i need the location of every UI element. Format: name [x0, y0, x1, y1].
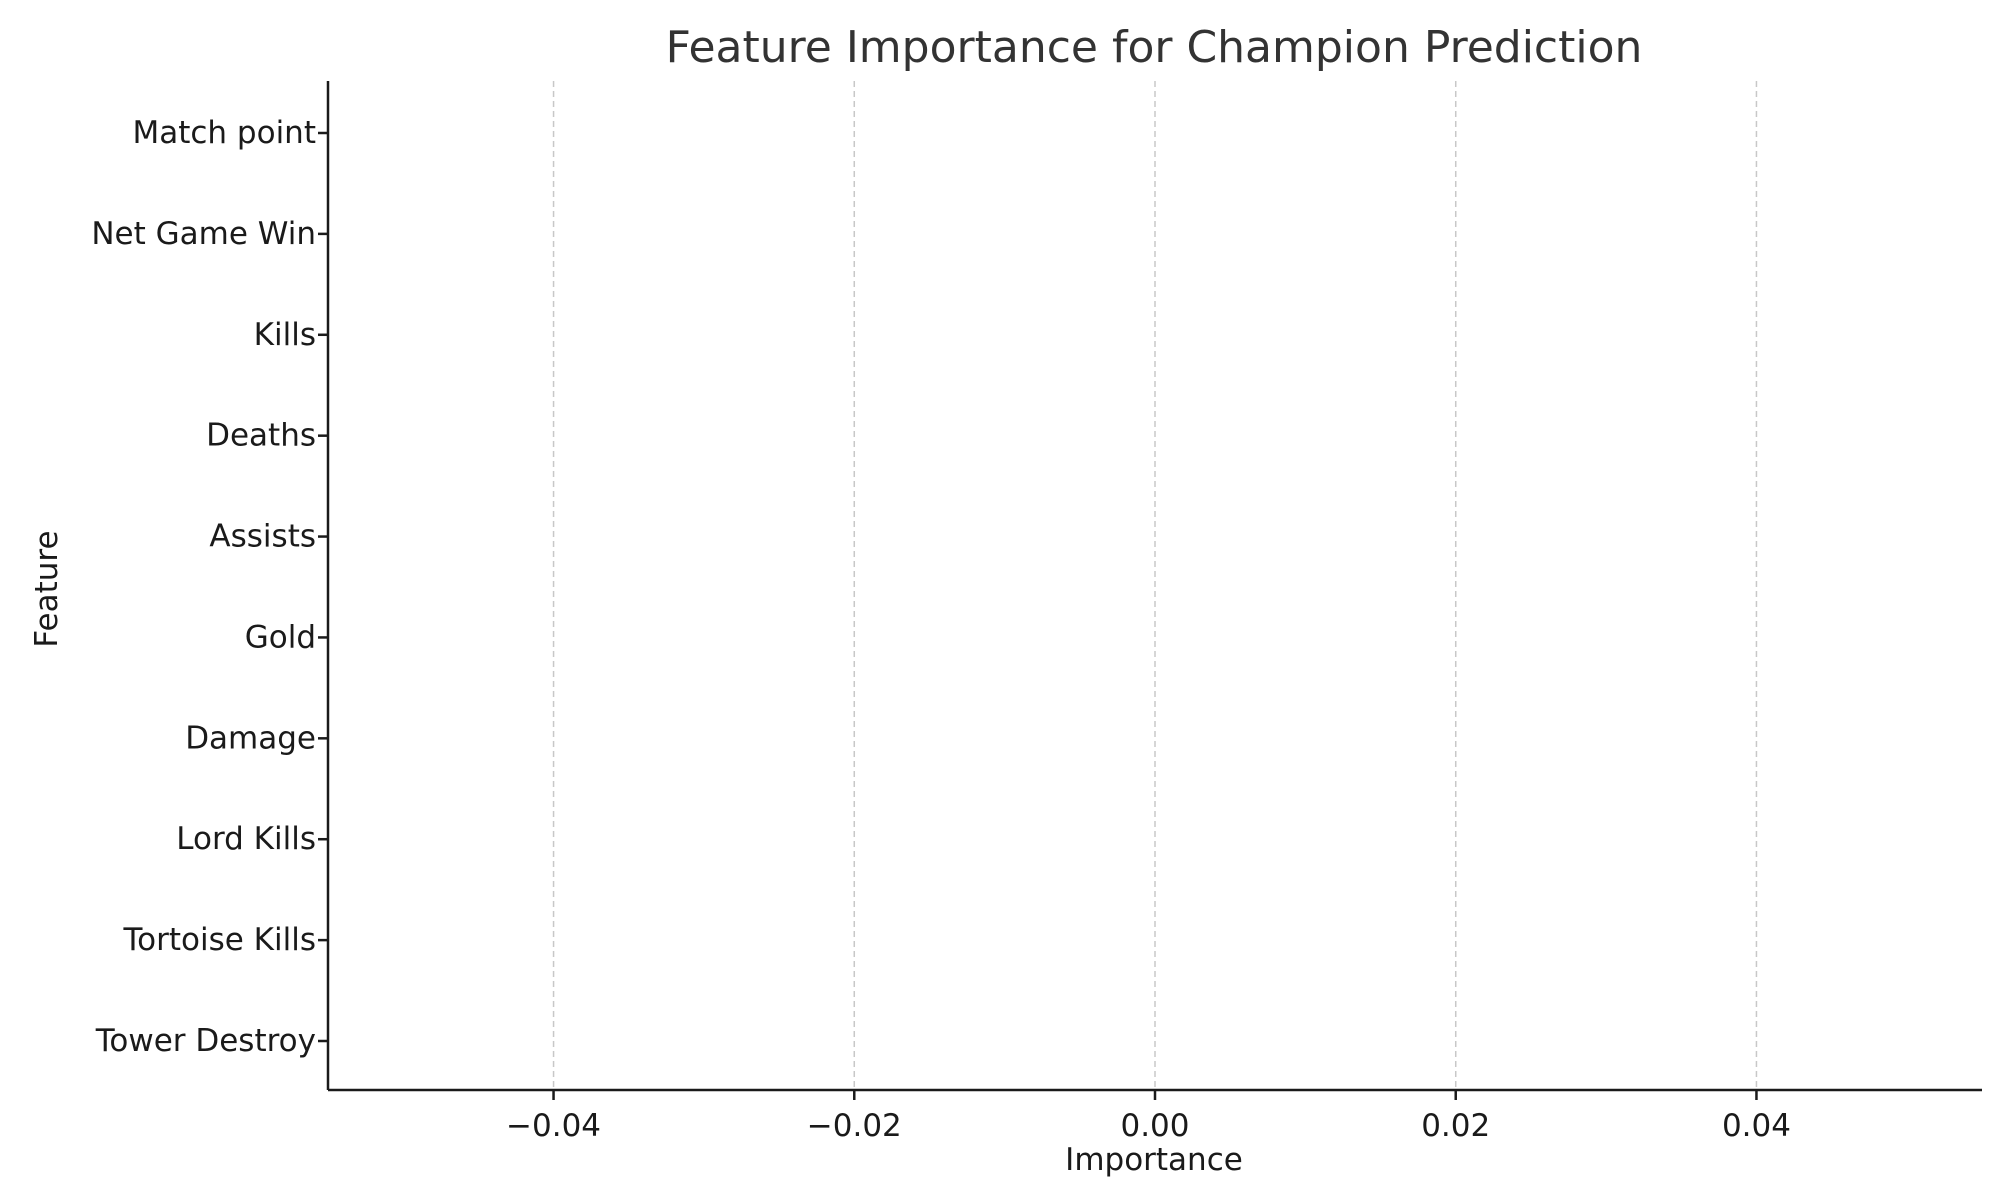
- grid-lines: [552, 81, 1758, 1090]
- y-tick-label: Deaths: [206, 418, 316, 454]
- y-tick-label: Damage: [185, 720, 316, 756]
- x-tick-label: −0.04: [506, 1108, 601, 1144]
- y-tick-label: Assists: [209, 519, 316, 555]
- y-tick-label: Net Game Win: [91, 216, 316, 252]
- y-tick-label: Tortoise Kills: [122, 922, 316, 958]
- x-tick-label: −0.02: [807, 1108, 902, 1144]
- x-axis-ticks: −0.04 −0.02 0.00 0.02 0.04: [506, 1090, 1791, 1144]
- y-tick-label: Match point: [132, 115, 316, 151]
- y-tick-label: Kills: [254, 317, 316, 353]
- y-tick-label: Lord Kills: [176, 821, 316, 857]
- y-tick-label: Gold: [245, 619, 316, 655]
- x-tick-label: 0.04: [1722, 1108, 1791, 1144]
- chart-title: Feature Importance for Champion Predicti…: [666, 22, 1643, 73]
- x-tick-label: 0.02: [1421, 1108, 1490, 1144]
- y-axis-ticks: Match point Net Game Win Kills Deaths Assist…: [91, 115, 328, 1059]
- y-tick-label: Tower Destroy: [95, 1023, 316, 1059]
- x-axis-label: Importance: [1065, 1142, 1243, 1178]
- x-tick-label: 0.00: [1120, 1108, 1189, 1144]
- y-axis-label: Feature: [29, 530, 65, 647]
